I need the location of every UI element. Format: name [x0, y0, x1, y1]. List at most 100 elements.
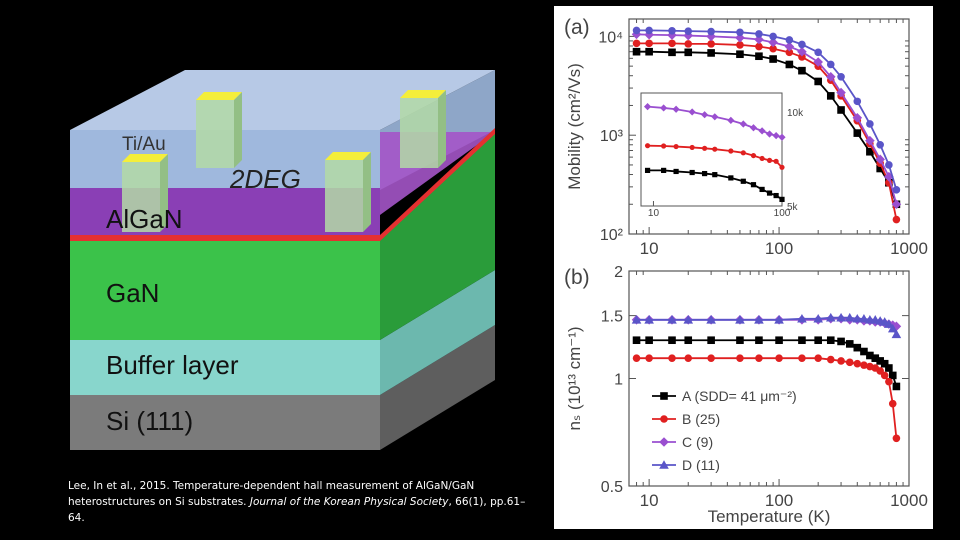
plot-b-point-B [775, 354, 783, 362]
plot-a-point-C [875, 154, 885, 165]
label-algan: AlGaN [106, 204, 183, 234]
inset-point-A [759, 186, 765, 193]
plot-b-point-A [645, 336, 653, 345]
inset-point-A [766, 190, 773, 196]
legend-label-D: D (11) [682, 457, 720, 473]
plot-a-point-D [668, 26, 676, 35]
twodeg-line [70, 235, 380, 241]
plot-b-point-B [645, 354, 653, 362]
plot-b-ylabel: nₛ (10¹³ cm⁻¹) [565, 326, 584, 430]
inset-point-B [779, 164, 785, 170]
plot-a-point-A [876, 164, 884, 173]
plot-b-point-D [887, 323, 898, 333]
plot-a-ytick-label: 10⁴ [598, 29, 623, 46]
gan-layer [70, 241, 380, 340]
inset-point-B [759, 155, 765, 162]
inset-point-A [689, 169, 695, 176]
inset-point-A [712, 172, 718, 178]
plot-a-point-C [754, 34, 764, 45]
inset-point-C [749, 124, 758, 132]
plot-a-point-B [755, 42, 763, 51]
inset-point-C [701, 111, 709, 119]
plot-a-point-D [814, 48, 822, 57]
legend-marker-B [660, 415, 668, 423]
plot-a-point-D [785, 36, 794, 44]
plot-a-point-D [853, 97, 862, 106]
inset-point-C [660, 104, 668, 112]
plot-b-point-A [668, 336, 676, 345]
plot-a-point-D [826, 60, 835, 69]
inset-point-C [778, 133, 786, 141]
inset-point-A [740, 178, 746, 184]
legend-marker-A [660, 392, 668, 400]
plot-b-point-A [755, 336, 763, 345]
plot-b-point-A [736, 336, 744, 345]
plot-b-xtick-label: 10 [640, 491, 659, 510]
label-ti-au: Ti/Au [122, 134, 166, 155]
legend-label-C: C (9) [682, 434, 713, 450]
plot-b-point-D [774, 315, 784, 324]
plot-a-ylabel: Mobility (cm²/Vs) [565, 63, 584, 190]
plot-a-point-D [645, 26, 653, 35]
plot-b-point-A [888, 371, 897, 380]
plot-a-point-B [645, 39, 653, 48]
inset-point-A [661, 167, 667, 174]
plot-a-ytick-label: 10² [600, 227, 624, 244]
plot-a-point-A [826, 92, 835, 100]
plot-b-point-D [706, 315, 716, 324]
plot-b-point-A [814, 336, 822, 345]
inset-point-B [661, 143, 667, 149]
plot-a-point-A [755, 52, 763, 61]
plot-b-point-B [826, 355, 835, 364]
buffer-layer [70, 340, 380, 395]
plot-a-point-C [784, 41, 795, 52]
citation-journal: Journal of the Korean Physical Society [249, 496, 449, 508]
plot-b-point-A [798, 336, 806, 345]
plot-b-point-A [876, 357, 884, 365]
inset-point-A [702, 170, 708, 177]
plot-b-point-B [755, 354, 763, 362]
citation: Lee, In et al., 2015. Temperature-depend… [68, 478, 538, 526]
plot-b-point-B [798, 354, 806, 362]
contact-front-left [122, 154, 168, 232]
inset-point-B [712, 146, 718, 152]
heterostructure-diagram: Ti/Au 2DEG AlGaN GaN Buffer layer Si (11… [70, 70, 495, 450]
plot-b-point-D [813, 313, 823, 323]
plot-b-frame [628, 270, 910, 487]
inset-ylabel: 5k [787, 202, 799, 213]
inset-point-B [644, 143, 651, 149]
citation-tail: , 66(1), pp.61–64. [68, 496, 526, 524]
plot-a-point-D [736, 28, 744, 37]
plot-b-ytick-label: 1.5 [601, 309, 623, 326]
plot-b-point-A [775, 336, 783, 345]
plot-b-point-A [866, 351, 874, 360]
plot-b-point-A [826, 336, 835, 345]
plot-a-ytick-label: 10³ [600, 128, 624, 145]
plot-b-point-A [880, 359, 889, 368]
plot-b-point-B [684, 354, 693, 362]
plot-a-point-D [632, 26, 641, 35]
plot-b-point-B [736, 354, 744, 362]
inset-point-B [740, 150, 746, 156]
legend-marker-C [659, 437, 669, 447]
plot-b-point-B [888, 399, 897, 408]
inset-point-B [728, 148, 734, 154]
plot-b-point-D [683, 315, 694, 324]
plot-b-point-A [684, 336, 693, 345]
plot-a-point-D [707, 27, 715, 36]
plot-b-xtick-label: 100 [765, 491, 793, 510]
plot-a-point-A [769, 55, 777, 63]
plot-a-point-B [736, 41, 744, 49]
plot-a-point-D [892, 186, 901, 194]
inset-point-A [673, 168, 679, 175]
plot-a-point-A [645, 47, 653, 56]
plot-a-point-D [769, 32, 777, 41]
inset-xtick-label: 10 [648, 208, 660, 219]
plot-a-point-C [852, 113, 863, 123]
plot-a-point-A [736, 50, 744, 59]
plots-panel: 10² 10³ 10⁴ 10 100 1000 (a) Mobility (cm²/Vs) 10… [554, 6, 933, 529]
inset-point-A [644, 167, 651, 174]
inset-ylabel: 10k [787, 108, 804, 119]
plot-b-point-B [837, 357, 845, 365]
